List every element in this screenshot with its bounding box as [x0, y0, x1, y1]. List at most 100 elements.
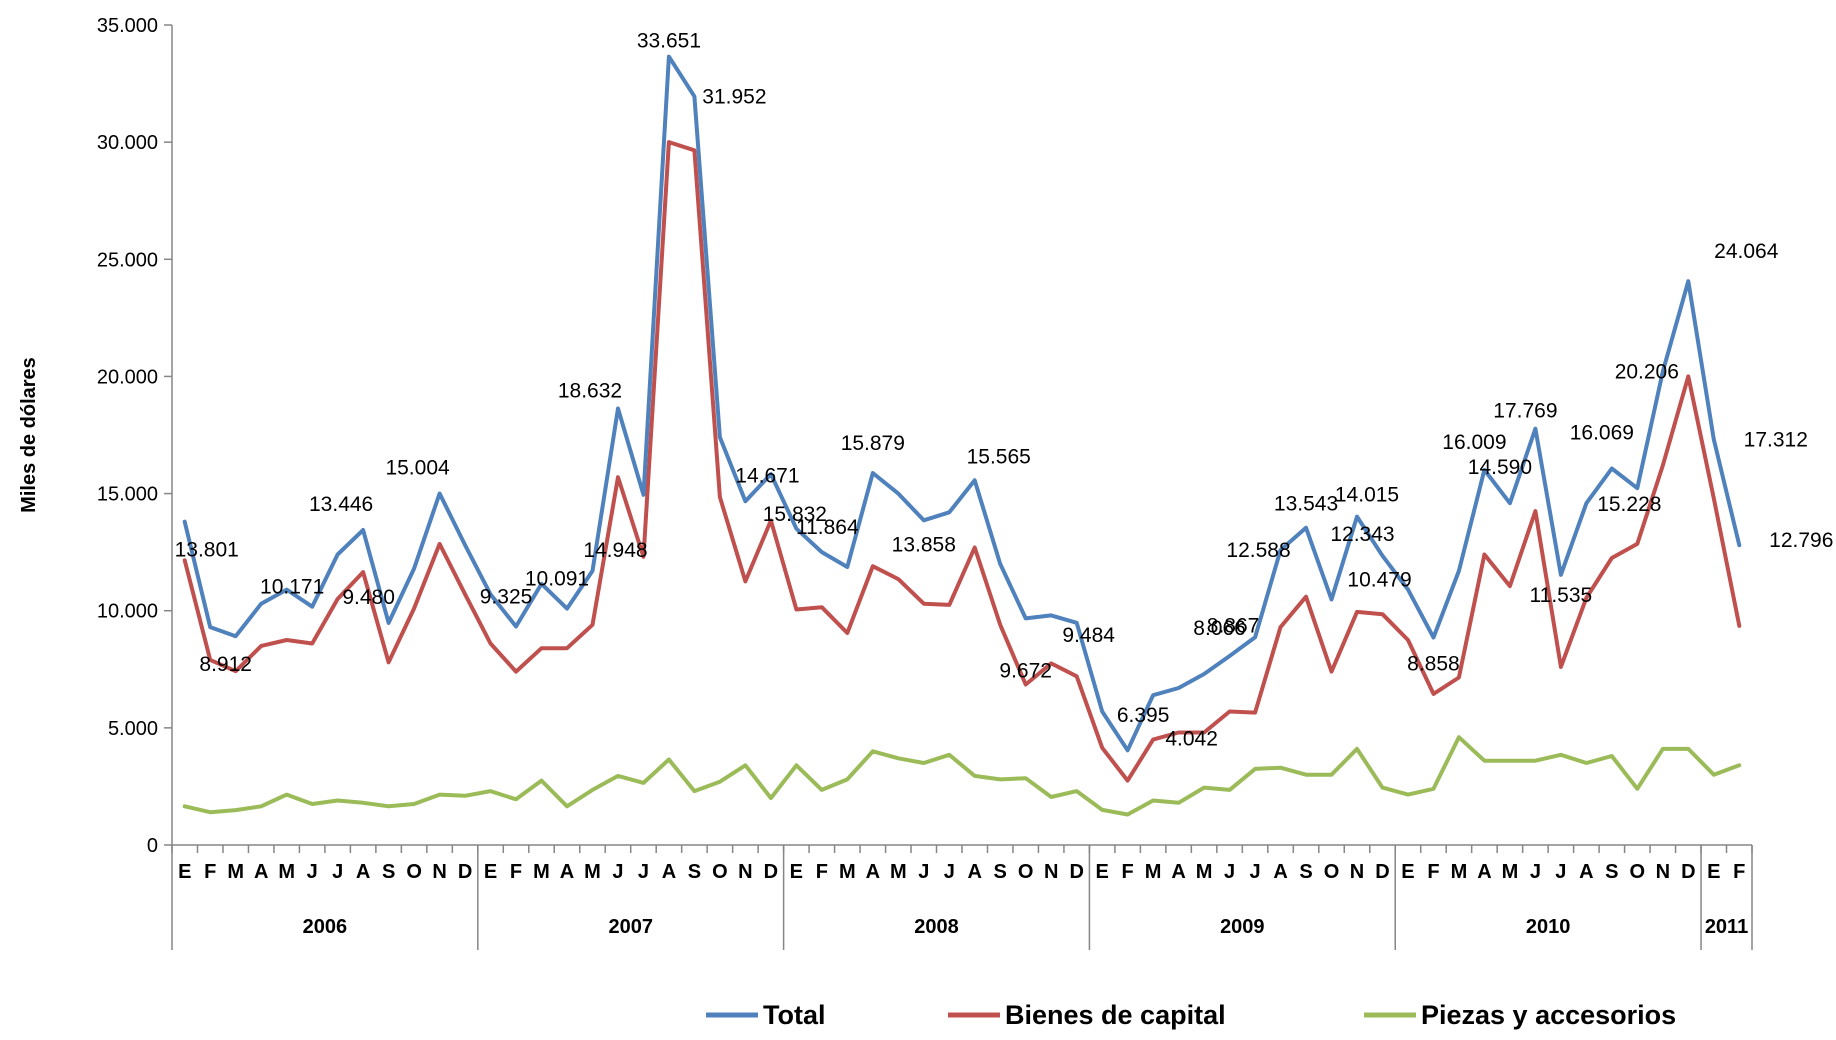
- month-label: J: [918, 861, 929, 883]
- data-label: 16.009: [1442, 431, 1506, 454]
- month-label: M: [1145, 861, 1162, 883]
- data-label: 13.446: [309, 493, 373, 516]
- month-label: F: [204, 861, 216, 883]
- legend-label: Bienes de capital: [1005, 1000, 1226, 1030]
- month-label: A: [356, 861, 370, 883]
- month-label: J: [612, 861, 623, 883]
- month-label: A: [560, 861, 574, 883]
- series-line-1: [182, 140, 1742, 783]
- data-label: 14.671: [735, 464, 799, 487]
- legend-label: Total: [763, 1000, 826, 1030]
- month-label: M: [1502, 861, 1519, 883]
- month-label: A: [1579, 861, 1593, 883]
- month-label: S: [994, 861, 1007, 883]
- month-label: A: [1273, 861, 1287, 883]
- data-label: 15.879: [841, 432, 905, 455]
- year-label: 2011: [1705, 916, 1748, 938]
- month-label: M: [533, 861, 550, 883]
- month-label: O: [712, 861, 728, 883]
- month-label: N: [1350, 861, 1364, 883]
- data-label: 12.343: [1330, 523, 1394, 546]
- data-label: 16.069: [1570, 422, 1634, 445]
- month-label: A: [866, 861, 880, 883]
- month-label: E: [1401, 861, 1414, 883]
- series-line-0: [182, 54, 1742, 753]
- month-label: J: [1555, 861, 1566, 883]
- legend-label: Piezas y accesorios: [1421, 1000, 1676, 1030]
- data-label: 9.484: [1062, 624, 1115, 647]
- month-label: D: [458, 861, 472, 883]
- data-label: 12.796: [1769, 529, 1833, 552]
- data-label: 8.867: [1207, 614, 1260, 637]
- month-label: S: [1605, 861, 1618, 883]
- month-label: F: [510, 861, 522, 883]
- month-label: D: [1069, 861, 1083, 883]
- y-tick-label: 20.000: [97, 366, 158, 388]
- month-label: F: [816, 861, 828, 883]
- month-label: S: [382, 861, 395, 883]
- month-label: F: [1733, 861, 1745, 883]
- data-label: 13.801: [175, 539, 239, 562]
- month-label: M: [584, 861, 601, 883]
- month-label: J: [944, 861, 955, 883]
- month-label: E: [178, 861, 191, 883]
- month-label: N: [1656, 861, 1670, 883]
- data-label: 18.632: [558, 379, 622, 402]
- month-label: E: [1095, 861, 1108, 883]
- legend: Total Bienes de capital Piezas y accesorio…: [706, 1000, 1676, 1030]
- data-label: 14.948: [583, 539, 647, 562]
- month-label: J: [638, 861, 649, 883]
- month-label: S: [688, 861, 701, 883]
- month-label: O: [1324, 861, 1340, 883]
- y-axis: 0 5.000 10.000 15.000 20.000 25.000 30.000 35.0…: [97, 15, 173, 857]
- month-label: A: [1477, 861, 1491, 883]
- year-label: 2010: [1526, 916, 1571, 938]
- month-label: A: [662, 861, 676, 883]
- month-label: M: [890, 861, 907, 883]
- data-label: 11.535: [1530, 584, 1593, 607]
- data-label: 15.832: [763, 503, 827, 526]
- month-label: N: [1044, 861, 1058, 883]
- data-label: 15.004: [385, 456, 450, 479]
- data-label: 11.864: [796, 516, 859, 539]
- month-label: N: [432, 861, 446, 883]
- month-label: M: [1451, 861, 1468, 883]
- data-label: 13.543: [1274, 493, 1338, 516]
- data-label: 14.015: [1335, 484, 1399, 507]
- year-label: 2007: [608, 916, 653, 938]
- month-label: M: [1196, 861, 1213, 883]
- data-labels: 13.8018.91210.17113.4469.48015.0049.3251…: [175, 30, 1834, 751]
- y-tick-label: 25.000: [97, 249, 158, 271]
- data-label: 15.565: [967, 445, 1031, 468]
- data-label: 10.091: [525, 568, 589, 591]
- month-label: D: [764, 861, 778, 883]
- data-label: 9.325: [480, 586, 533, 609]
- month-label: D: [1681, 861, 1695, 883]
- month-label: J: [307, 861, 318, 883]
- month-label: M: [227, 861, 244, 883]
- data-label: 17.769: [1493, 400, 1557, 423]
- y-tick-label: 15.000: [97, 484, 158, 506]
- year-label: 2009: [1220, 916, 1265, 938]
- y-tick-label: 35.000: [97, 15, 158, 37]
- data-label: 10.479: [1347, 568, 1411, 591]
- month-label: S: [1299, 861, 1312, 883]
- data-label: 20.206: [1615, 361, 1679, 384]
- data-label: 6.395: [1117, 704, 1170, 727]
- series-line-2: [182, 735, 1742, 817]
- month-label: N: [738, 861, 752, 883]
- data-label: 8.912: [199, 653, 252, 676]
- month-label: O: [406, 861, 422, 883]
- y-tick-label: 30.000: [97, 132, 158, 154]
- year-label: 2006: [303, 916, 348, 938]
- month-label: E: [1707, 861, 1720, 883]
- data-label: 4.042: [1165, 727, 1218, 750]
- series-lines: [182, 54, 1742, 817]
- data-label: 33.651: [637, 30, 701, 53]
- data-label: 14.590: [1468, 456, 1532, 479]
- data-label: 12.588: [1226, 539, 1290, 562]
- month-label: A: [254, 861, 268, 883]
- month-label: F: [1427, 861, 1439, 883]
